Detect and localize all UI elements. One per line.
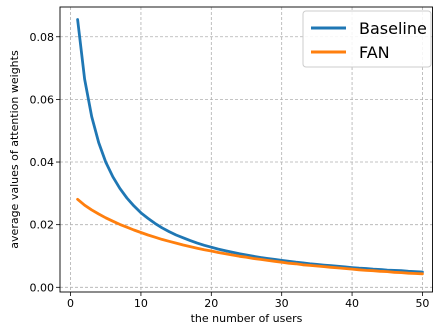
y-tick-label: 0.02	[30, 219, 55, 232]
series-lines	[76, 18, 424, 276]
y-axis-label: average values of attention weights	[8, 50, 21, 249]
axis-ticks: 0 10 20 30 40 50 0.00 0.02 0.04 0.06 0.08	[30, 31, 430, 310]
x-tick-label: 20	[204, 297, 218, 310]
x-tick-label: 0	[67, 297, 74, 310]
x-axis-label: the number of users	[191, 312, 303, 325]
legend-label-baseline: Baseline	[359, 19, 427, 38]
series-line-baseline	[76, 18, 424, 274]
y-tick-label: 0.06	[30, 93, 55, 106]
y-tick-label: 0.08	[30, 31, 55, 44]
x-tick-label: 40	[345, 297, 359, 310]
x-tick-label: 30	[275, 297, 289, 310]
legend: Baseline FAN	[302, 10, 432, 68]
series-line-fan	[76, 197, 424, 276]
y-tick-label: 0.00	[30, 281, 55, 294]
y-tick-label: 0.04	[30, 156, 55, 169]
legend-label-fan: FAN	[359, 43, 390, 62]
x-tick-label: 10	[134, 297, 148, 310]
x-tick-label: 50	[415, 297, 429, 310]
